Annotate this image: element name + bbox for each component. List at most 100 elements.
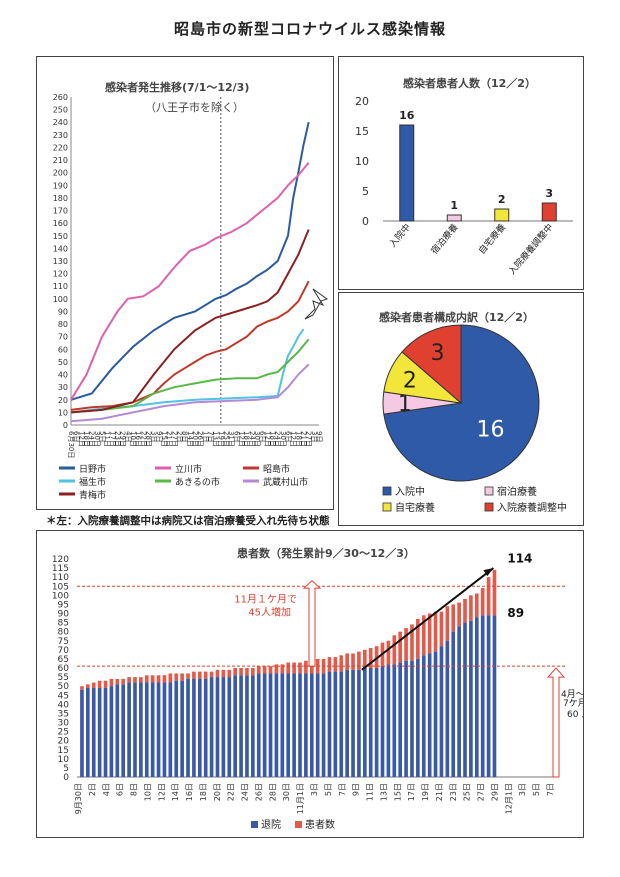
cum-bar-patients	[233, 668, 238, 676]
count-y-tick-label: 0	[362, 215, 369, 228]
cum-bar-discharged	[197, 678, 202, 777]
trend-chart-subtitle: （八王子市を除く）	[145, 101, 244, 114]
trend-x-tick-label: 14日	[186, 431, 194, 447]
cum-bar-patients	[433, 611, 438, 652]
cum-bar-discharged	[404, 660, 408, 777]
cum-bar-discharged	[380, 666, 385, 777]
trend-x-tick-label: 9日	[155, 431, 163, 442]
trend-y-tick-label: 260	[53, 93, 68, 102]
cum-bar-discharged	[209, 677, 214, 777]
trend-x-tick-label: 9日	[315, 431, 323, 442]
cum-bar-discharged	[139, 682, 143, 777]
trend-x-tick-label: 4日	[124, 431, 132, 442]
trend-x-tick-label: 19日	[217, 431, 225, 447]
trend-legend-label: 青梅市	[79, 489, 106, 501]
cum-x-tick-label: 6日	[116, 783, 125, 796]
cum-y-tick-label: 50	[58, 682, 70, 692]
cum-x-tick-label: 7日	[546, 783, 555, 796]
cum-bar-patients	[80, 686, 84, 690]
count-y-tick-label: 5	[362, 185, 369, 198]
cum-bar-patients	[192, 671, 196, 679]
pie-legend-label: 宿泊療養	[497, 485, 537, 498]
trend-legend-label: 日野市	[79, 463, 106, 475]
cum-bar-discharged	[256, 673, 261, 777]
cum-x-tick-label: 5日	[324, 783, 333, 796]
trend-series-line	[70, 338, 310, 414]
cum-x-tick-label: 24日	[241, 783, 250, 801]
pie-legend-swatch	[484, 486, 494, 496]
cum-bar-discharged	[180, 680, 184, 777]
trend-x-tick-label: 24日	[248, 431, 256, 447]
trend-y-tick-label: 180	[53, 194, 68, 203]
trend-x-tick-label: 22日	[139, 431, 147, 447]
cum-bar-discharged	[445, 640, 450, 777]
cum-bar-discharged	[298, 673, 302, 777]
cum-y-tick-label: 40	[58, 700, 70, 710]
cum-y-tick-label: 100	[52, 591, 69, 601]
count-value-label: 3	[545, 187, 553, 200]
cum-bar-discharged	[368, 668, 373, 777]
cum-bar-patients	[227, 669, 232, 678]
cum-bar-discharged	[486, 615, 491, 777]
trend-x-tick-label: 15日	[160, 431, 168, 447]
trend-legend-label: 福生市	[79, 476, 106, 488]
cum-bar-discharged	[457, 626, 461, 777]
count-y-tick-label: 20	[355, 95, 369, 108]
trend-x-tick-label: 7日	[207, 431, 215, 442]
cum-bar-patients	[309, 660, 314, 674]
cum-bar-patients	[144, 675, 149, 683]
cum-y-tick-label: 110	[52, 573, 69, 583]
cum-bar-discharged	[286, 673, 291, 777]
trend-y-tick-label: 70	[58, 333, 68, 342]
trend-x-tick-label: 6日	[258, 431, 266, 442]
trend-y-tick-label: 210	[53, 156, 68, 165]
cum-bar-discharged	[268, 673, 273, 777]
cum-bar-patients	[398, 631, 403, 663]
cum-x-tick-label: 9日	[352, 783, 361, 796]
cum-bar-discharged	[150, 682, 155, 777]
cum-y-tick-label: 20	[58, 737, 70, 747]
cum-y-tick-label: 70	[58, 646, 70, 656]
count-bar	[446, 214, 462, 222]
cum-bar-patients	[133, 677, 137, 683]
trend-x-tick-label: 21日	[300, 431, 308, 447]
trend-x-tick-label: 8日	[181, 431, 189, 442]
cum-bar-discharged	[362, 668, 367, 777]
pie-slice	[401, 324, 462, 405]
cum-x-tick-label: 3日	[518, 783, 527, 796]
trend-y-tick-label: 20	[58, 396, 68, 405]
cum-bar-discharged	[127, 682, 131, 777]
cum-bar-discharged	[274, 673, 279, 777]
cum-legend-swatch	[295, 821, 302, 828]
cum-y-tick-label: 120	[52, 555, 69, 565]
trend-legend-label: あきるの市	[175, 476, 220, 488]
cum-bar-discharged	[421, 655, 426, 777]
trend-x-tick-label: 6日	[72, 431, 80, 442]
trend-y-tick-label: 150	[53, 232, 68, 241]
cum-x-tick-label: 29日	[490, 783, 499, 801]
cum-y-tick-label: 55	[58, 673, 69, 683]
cum-y-tick-label: 25	[58, 728, 69, 738]
count-category-label: 入院療養調整中	[506, 221, 556, 277]
cum-bar-discharged	[251, 675, 255, 777]
cum-bar-patients	[304, 660, 308, 674]
cum-x-tick-label: 12月1日	[504, 783, 513, 814]
trend-y-tick-label: 60	[58, 345, 68, 354]
cum-x-tick-label: 10日	[143, 783, 152, 801]
cum-bar-patients	[445, 606, 450, 641]
cum-bar-patients	[451, 604, 456, 632]
trend-y-tick-label: 230	[53, 131, 68, 140]
trend-legend-label: 武蔵村山市	[263, 476, 308, 488]
cum-bar-discharged	[227, 677, 232, 777]
cum-y-tick-label: 95	[58, 600, 69, 610]
trend-x-tick-label: 6日	[232, 431, 240, 442]
cum-bar-patients	[292, 662, 296, 674]
trend-y-tick-label: 100	[53, 295, 68, 304]
cum-bar-patients	[286, 662, 291, 674]
trend-series-line	[70, 328, 305, 414]
cum-bar-patients	[469, 595, 473, 621]
count-bar-chart: 0 5 10 15 20 16 入院中 1 宿泊療養 2 自宅療養 3 入院療養調整中	[355, 95, 573, 277]
pie-slice-label: 16	[476, 418, 504, 443]
cum-y-tick-label: 30	[58, 719, 70, 729]
pie-legend-swatch	[484, 502, 494, 512]
